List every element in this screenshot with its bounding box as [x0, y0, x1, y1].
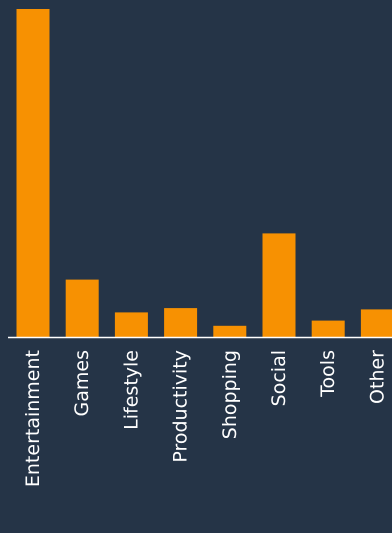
- tick-label-entertainment: Entertainment: [22, 350, 44, 487]
- tick-label-games: Games: [71, 350, 93, 416]
- bar-other: [360, 309, 392, 337]
- tick-label-productivity: Productivity: [170, 350, 192, 463]
- bar-lifestyle: [114, 312, 148, 337]
- bar-entertainment: [16, 9, 50, 337]
- bar-productivity: [164, 308, 198, 337]
- x-tick-labels: Entertainment Games Lifestyle Productivity S…: [22, 350, 388, 487]
- bar-games: [65, 279, 99, 337]
- bar-tools: [311, 320, 345, 337]
- tick-label-tools: Tools: [317, 350, 339, 398]
- bar-social: [262, 233, 296, 337]
- tick-label-lifestyle: Lifestyle: [120, 350, 142, 430]
- tick-label-other: Other: [366, 350, 388, 404]
- tick-label-social: Social: [268, 350, 290, 406]
- tick-label-shopping: Shopping: [219, 350, 241, 439]
- bars-group: [16, 9, 392, 337]
- bar-shopping: [213, 325, 247, 337]
